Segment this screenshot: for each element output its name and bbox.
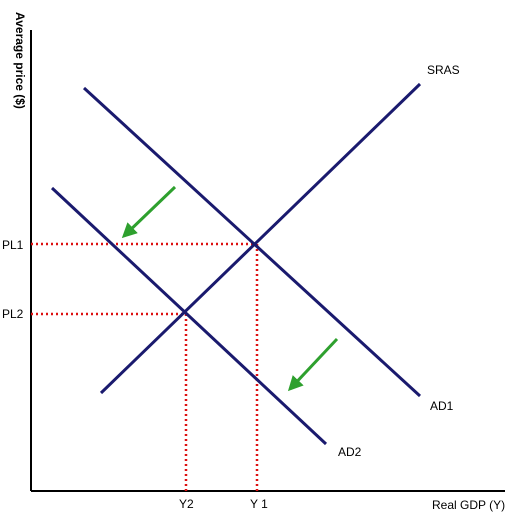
- pl2-label: PL2: [2, 307, 24, 321]
- shift-arrow-lower: [287, 337, 339, 392]
- x-axis-title: Real GDP (Y): [432, 498, 505, 512]
- ad1-curve: [82, 86, 422, 398]
- ad2-label: AD2: [338, 445, 362, 459]
- ad2-curve: [50, 186, 328, 446]
- ad1-label: AD1: [430, 399, 454, 413]
- sras-label: SRAS: [427, 63, 460, 77]
- pl1-label: PL1: [2, 238, 24, 252]
- y-axis-title: Average price ($): [13, 12, 27, 109]
- sras-curve: [99, 82, 422, 395]
- shift-arrow-upper: [121, 185, 177, 239]
- y1-label: Y 1: [250, 497, 268, 511]
- y2-label: Y2: [179, 497, 194, 511]
